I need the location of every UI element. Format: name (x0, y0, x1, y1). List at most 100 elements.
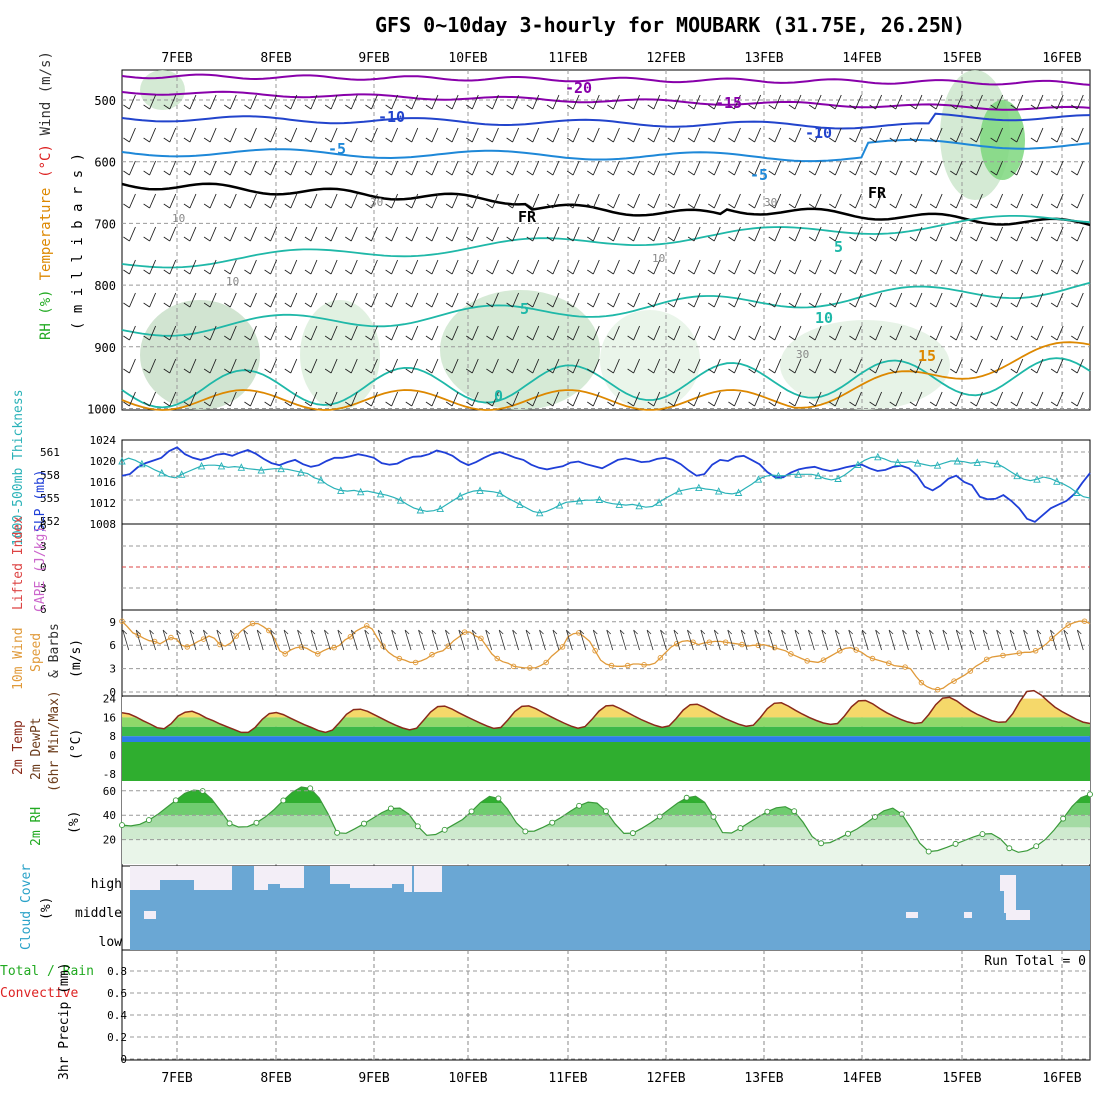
top-date-label: 8FEB (260, 51, 291, 66)
cloud-cover-block (964, 912, 972, 918)
wind-barb (768, 391, 782, 407)
wind-barb (425, 325, 439, 341)
thickness-marker (834, 474, 842, 482)
wind10m-barb (404, 629, 412, 651)
wind-barb (768, 292, 782, 308)
wind-barb (203, 259, 217, 275)
wind-barb (405, 94, 419, 110)
wind-barb (849, 391, 862, 407)
wind10m-barb (122, 629, 130, 651)
cloud-cover-block (1000, 875, 1016, 891)
cloud-cover-block (144, 911, 156, 919)
wind-barb (324, 325, 338, 341)
cloud-cover-block (392, 866, 404, 884)
rh-tick-label: 60 (103, 785, 116, 798)
rh-marker (414, 823, 421, 830)
temp-contour-minus5 (121, 138, 1091, 163)
wind-barb (506, 391, 520, 407)
wind-barb (324, 160, 338, 176)
top-date-label: 16FEB (1042, 51, 1081, 66)
wind-barb (506, 325, 520, 341)
wind-speed-marker (315, 651, 321, 657)
wind-barb (788, 259, 802, 275)
wind-barb (244, 94, 257, 110)
wind-barb (526, 193, 540, 209)
temp-contour-minus20 (121, 73, 1091, 86)
wind-barb (970, 127, 983, 143)
wind-barb (506, 160, 520, 176)
top-date-label: 9FEB (358, 51, 389, 66)
temp-color-band (122, 726, 1090, 737)
wind-barb (1050, 391, 1064, 407)
wind-barb (607, 358, 620, 374)
wind-barb (1030, 226, 1044, 242)
wind-barb (950, 94, 963, 110)
wind10m-barb (297, 629, 304, 651)
contour-label: -5 (750, 166, 768, 184)
thickness-marker (555, 501, 564, 509)
wind-barb (526, 292, 540, 308)
wind-barb (405, 391, 419, 407)
wind-barb (970, 259, 983, 275)
wind-barb (1010, 127, 1024, 143)
wind-barb (587, 292, 600, 308)
wind-barb (788, 193, 802, 209)
wind-barb (183, 193, 197, 209)
wind10m-barb (848, 629, 856, 651)
wind-barb (385, 325, 399, 341)
wind-barb (889, 226, 903, 242)
wind-barb (163, 127, 177, 143)
precip-tick-label: 0.2 (107, 1031, 127, 1044)
wind-barb (385, 391, 399, 407)
wind10m-barb (687, 629, 694, 651)
wind-barb (526, 391, 540, 407)
wind-barb (728, 160, 741, 176)
wind10m-barb (915, 629, 923, 651)
wind-barb (687, 358, 701, 374)
wind-barb (203, 94, 217, 110)
wind-barb (728, 259, 741, 275)
wind10m-barb (781, 629, 788, 651)
wind-barb (849, 94, 862, 110)
wind-barb (869, 259, 883, 275)
wind-barb (345, 160, 358, 176)
wind-barb (627, 292, 641, 308)
wind10m-barb (606, 629, 614, 651)
wind-barb (143, 193, 157, 209)
wind-barb (1071, 358, 1084, 374)
thickness-marker (774, 471, 783, 480)
wind-barb (365, 127, 378, 143)
wind-barb (324, 391, 338, 407)
slp-tick-label: 1020 (90, 455, 117, 468)
wind-barb (1071, 292, 1084, 308)
wind-barb (203, 160, 217, 176)
wind-speed-marker (722, 639, 729, 645)
wind-barb (203, 127, 217, 143)
wind-barb (385, 193, 399, 209)
wind-barb (748, 94, 762, 110)
upper-air-panel: 500 600 700 800 900 1000 -20 -15 -10 -10 -5 -5 FR FR 5… (38, 51, 1091, 417)
wind-barb (647, 358, 661, 374)
wind-barb (829, 94, 842, 110)
wind-barb (970, 292, 983, 308)
thickness-marker (993, 459, 1001, 468)
cloud-cover-block (906, 912, 918, 918)
wind-barb (526, 259, 540, 275)
wind-barb (1010, 391, 1024, 407)
wind10m-barb (727, 629, 735, 651)
thickness-marker (734, 488, 743, 496)
wind-barb (143, 160, 157, 176)
wind-barb (1030, 160, 1044, 176)
wind-speed-marker (168, 634, 174, 641)
wind-barb (808, 160, 822, 176)
rh-marker (145, 817, 152, 824)
thickness-marker (456, 491, 464, 500)
temp-ylabel-left: 2m Temp (11, 720, 26, 775)
wind-barb (425, 292, 439, 308)
wind-barb (324, 226, 338, 242)
thickness-marker (516, 500, 524, 508)
wind-barb (466, 292, 479, 308)
wind10m-barb (834, 629, 842, 651)
contour-label: FR (868, 184, 887, 202)
wind-barb (405, 358, 419, 374)
